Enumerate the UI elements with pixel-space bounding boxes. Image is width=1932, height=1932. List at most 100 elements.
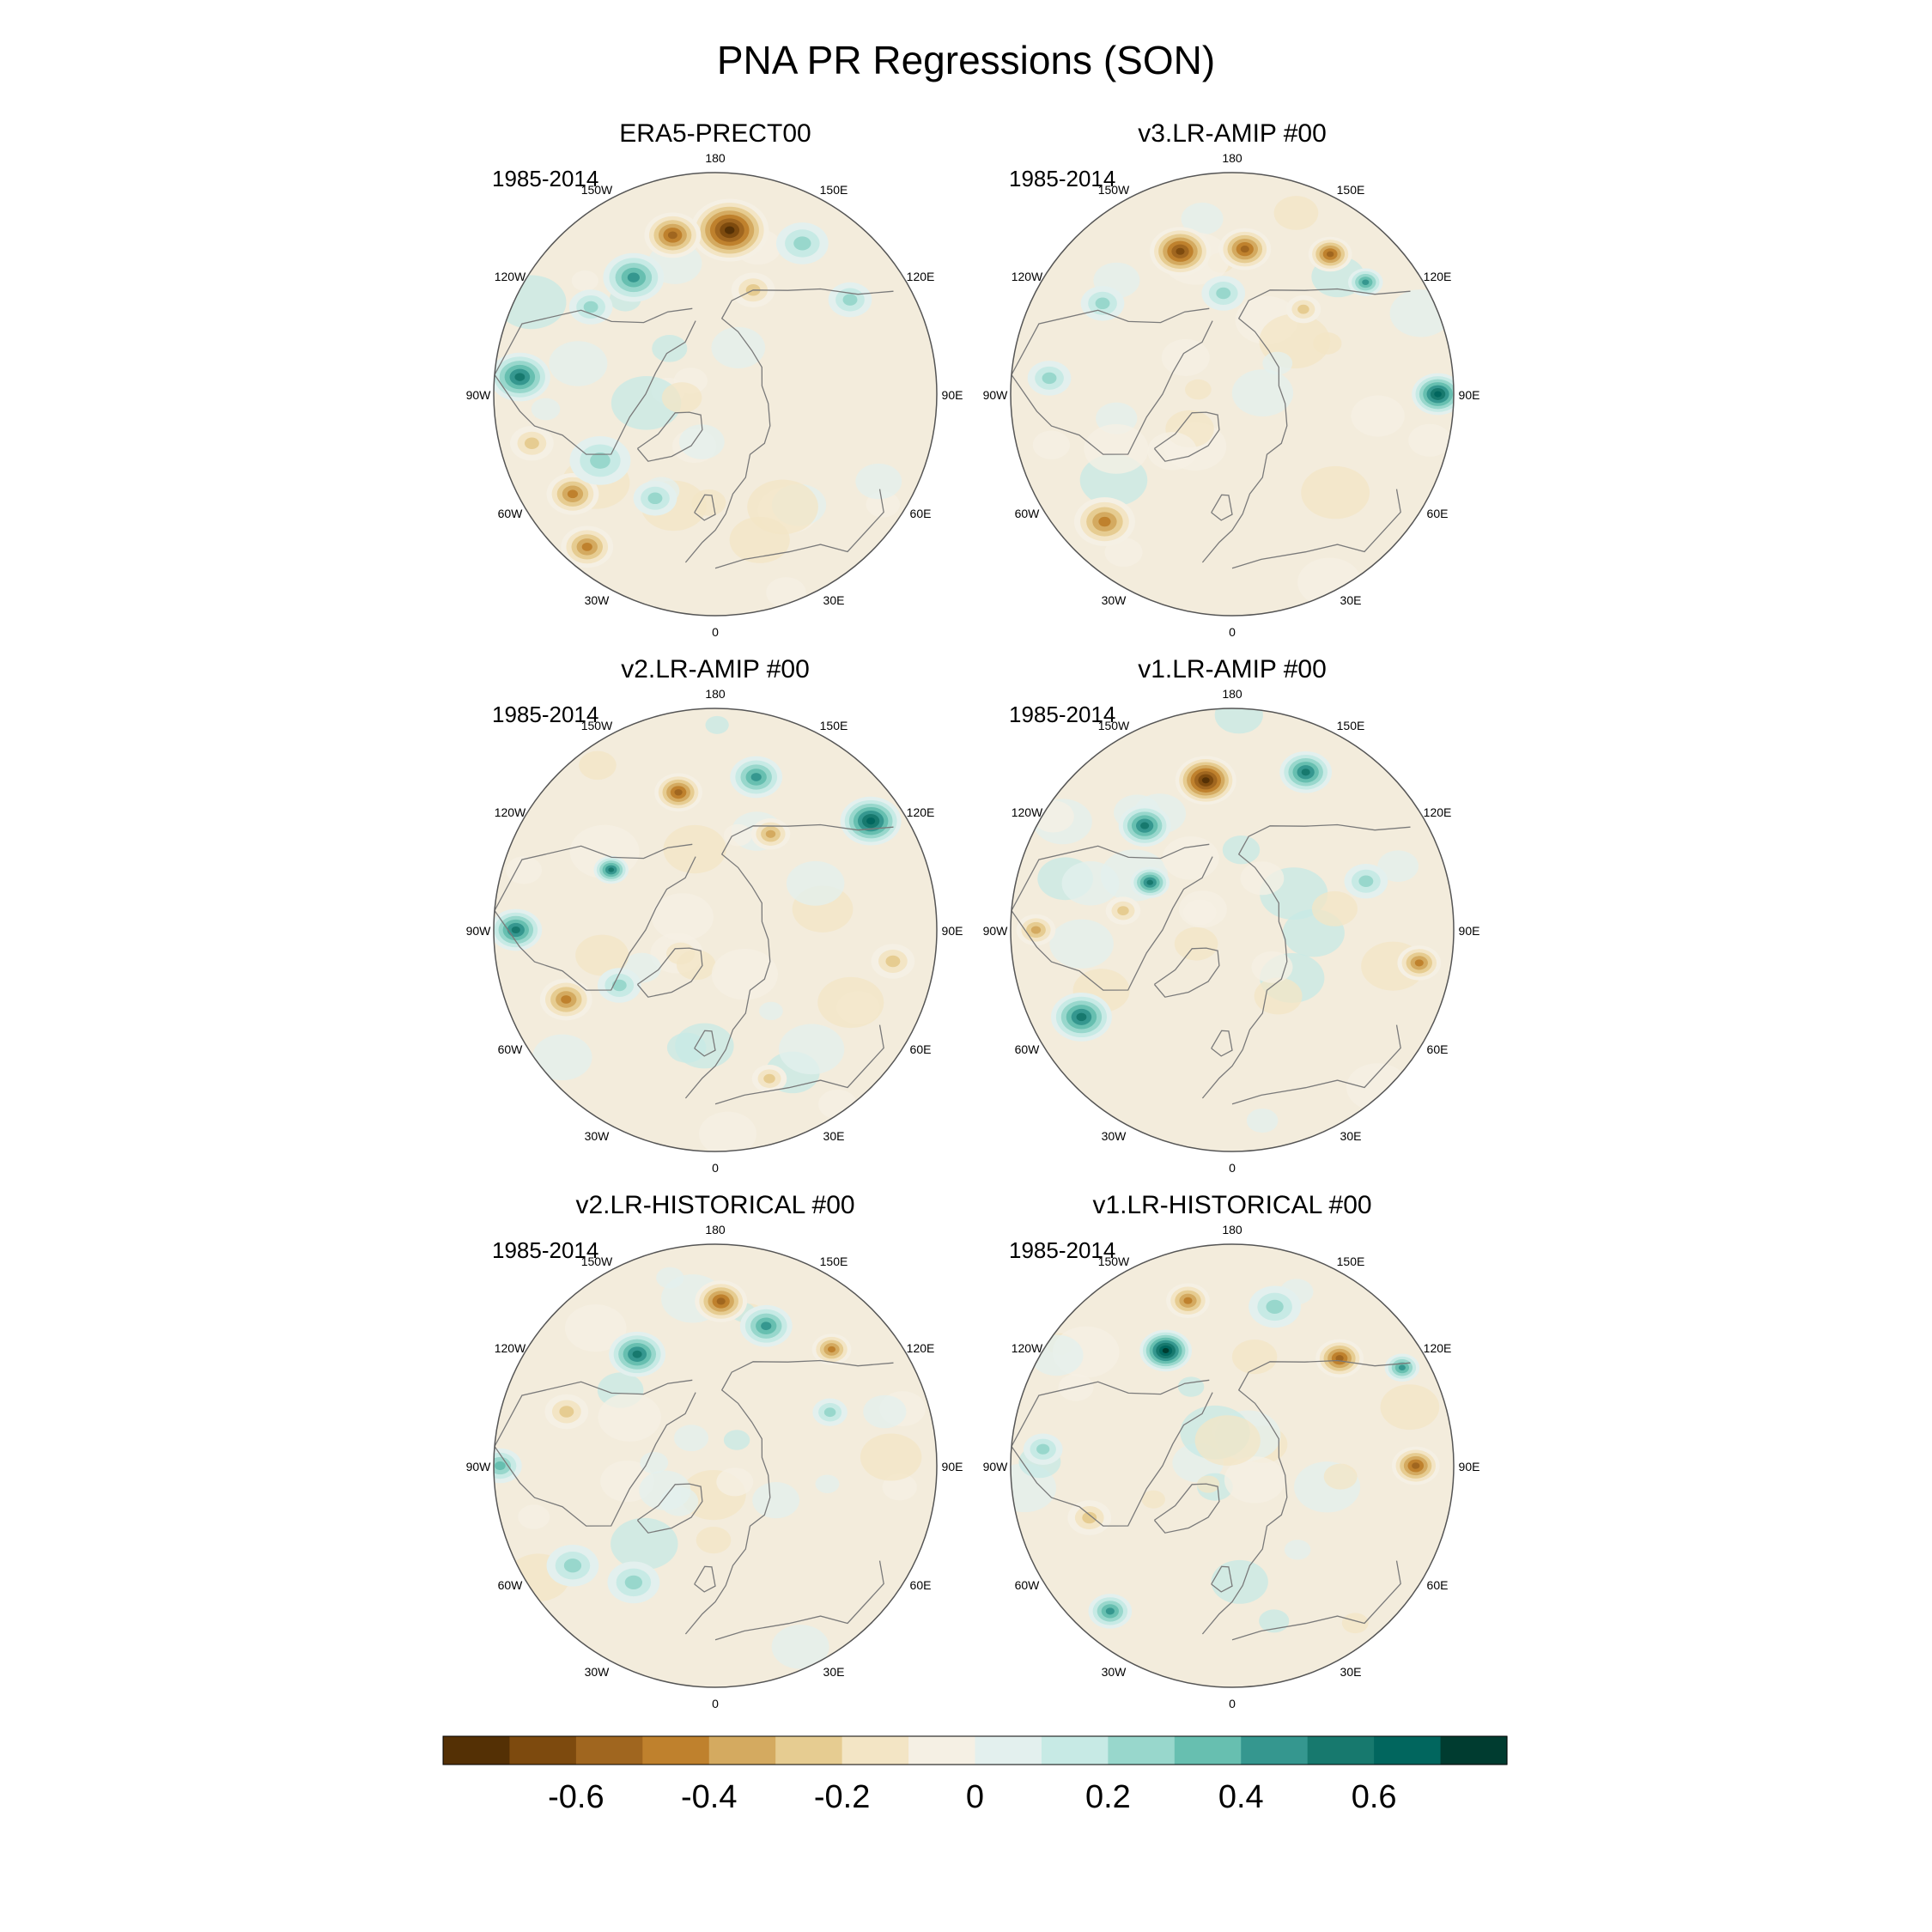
anomaly-blob [640, 1451, 669, 1474]
lon-label: 60E [910, 1042, 932, 1056]
colorbar-swatch [841, 1736, 909, 1765]
anomaly-blob [1246, 1108, 1279, 1133]
lon-label: 90W [983, 388, 1009, 402]
map-panel: ERA5-PRECT00 1985-2014 180 150E 120E 90E 60E 30… [466, 119, 963, 639]
lon-label: 0 [1229, 1697, 1236, 1710]
coastline [694, 494, 716, 521]
anomaly-blob [815, 1474, 840, 1493]
anomaly-blob [1341, 1613, 1369, 1634]
lon-label: 60W [1015, 1042, 1041, 1056]
lon-label: 30W [1102, 1129, 1127, 1143]
anomaly-blob [817, 976, 884, 1029]
lon-label: 180 [1222, 151, 1242, 165]
lon-label: 120W [495, 270, 526, 283]
colorbar-swatch [1174, 1736, 1242, 1765]
colorbar: -0.6 -0.4 -0.2 0 0.2 0.4 0.6 [442, 1735, 1508, 1815]
lon-label: 150W [1098, 183, 1130, 197]
coastline [694, 1565, 716, 1593]
colorbar-swatch [509, 1736, 577, 1765]
coastline [684, 1359, 894, 1635]
anomaly-blob [518, 1504, 550, 1529]
colorbar-swatch [642, 1736, 710, 1765]
anomaly-contour [1140, 822, 1150, 829]
lon-label: 30W [585, 1129, 611, 1143]
lon-label: 60W [498, 1578, 524, 1592]
anomaly-blob [666, 1032, 707, 1063]
anomaly-contour [611, 979, 627, 992]
coastline [494, 307, 696, 455]
anomaly-blob [1185, 379, 1212, 400]
panel-title: v2.LR-AMIP #00 [621, 655, 810, 683]
anomaly-blob [663, 824, 726, 874]
map-panel: v1.LR-AMIP #00 1985-2014 180 150E 120E 90E 60E… [983, 655, 1480, 1175]
anomaly-contour [827, 1346, 836, 1353]
anomaly-contour [514, 373, 526, 381]
lon-label: 150E [1337, 719, 1365, 732]
map-outline [493, 708, 938, 1152]
coastline [1153, 947, 1220, 998]
lon-label: 30W [585, 1665, 611, 1679]
map-panel: v3.LR-AMIP #00 1985-2014 180 150E 120E 90E 60E… [983, 119, 1480, 639]
map-outline [1010, 172, 1455, 617]
anomaly-blob [1377, 850, 1419, 883]
coastlines [494, 823, 894, 1105]
map-background [494, 708, 937, 1151]
lon-label: 120W [1012, 270, 1043, 283]
anomaly-blob [860, 1433, 922, 1481]
anomaly-blob [1061, 861, 1120, 906]
anomaly-blob [549, 341, 608, 386]
anomaly-blob [532, 1034, 592, 1081]
lon-label: 150W [581, 1255, 613, 1268]
anomaly-contour [627, 272, 640, 283]
lon-label: 30E [823, 593, 845, 607]
lon-label: 30E [1340, 1665, 1362, 1679]
anomaly-blob [564, 1304, 627, 1352]
lon-label: 150W [581, 719, 613, 732]
anomaly-contour [761, 1321, 772, 1331]
anomaly-blob [1389, 289, 1452, 337]
colorbar-swatch [1241, 1736, 1309, 1765]
lon-label: 60E [1427, 1042, 1449, 1056]
anomaly-blob [611, 376, 682, 430]
lon-label: 90E [942, 388, 963, 402]
colorbar-swatch [708, 1736, 776, 1765]
lon-label: 30W [585, 593, 611, 607]
anomaly-blob [752, 1482, 800, 1519]
colorbar-swatch [1307, 1736, 1375, 1765]
anomaly-blob [1181, 202, 1224, 235]
figure-title: PNA PR Regressions (SON) [717, 38, 1215, 82]
anomaly-blob [1162, 836, 1219, 880]
anomaly-blob [1032, 430, 1071, 459]
anomaly-contour [1335, 1355, 1344, 1362]
anomaly-contour [866, 817, 876, 825]
panel-title: ERA5-PRECT00 [619, 119, 811, 148]
anomaly-contour [1095, 297, 1110, 310]
anomaly-contour [1082, 1511, 1097, 1524]
anomaly-contour [763, 1073, 775, 1084]
colorbar-swatch [1440, 1736, 1508, 1765]
lon-label: 120E [1424, 1341, 1452, 1355]
anomaly-contour [842, 294, 858, 306]
coastline [1201, 823, 1411, 1099]
anomaly-contour [1398, 1364, 1406, 1370]
anomaly-blob [1177, 1376, 1205, 1397]
coastline [714, 489, 884, 569]
lon-label: 60W [498, 1042, 524, 1056]
anomaly-blob [1273, 196, 1319, 230]
anomaly-blob [1224, 1456, 1285, 1504]
map-panel: v1.LR-HISTORICAL #00 1985-2014 180 150E 120E… [983, 1191, 1480, 1710]
anomaly-contour [1042, 372, 1057, 385]
coastline [714, 1024, 884, 1105]
anomaly-contour [674, 789, 683, 796]
panel-period: 1985-2014 [1009, 166, 1115, 191]
lon-label: 90E [1459, 1460, 1480, 1473]
lon-label: 150E [820, 719, 848, 732]
anomaly-contour [1358, 875, 1374, 888]
lon-label: 60E [910, 1578, 932, 1592]
lon-label: 180 [1222, 1223, 1242, 1236]
anomaly-contour [590, 452, 611, 469]
coastline [1231, 489, 1401, 569]
lon-label: 90E [1459, 924, 1480, 938]
anomaly-contour [1414, 959, 1424, 967]
